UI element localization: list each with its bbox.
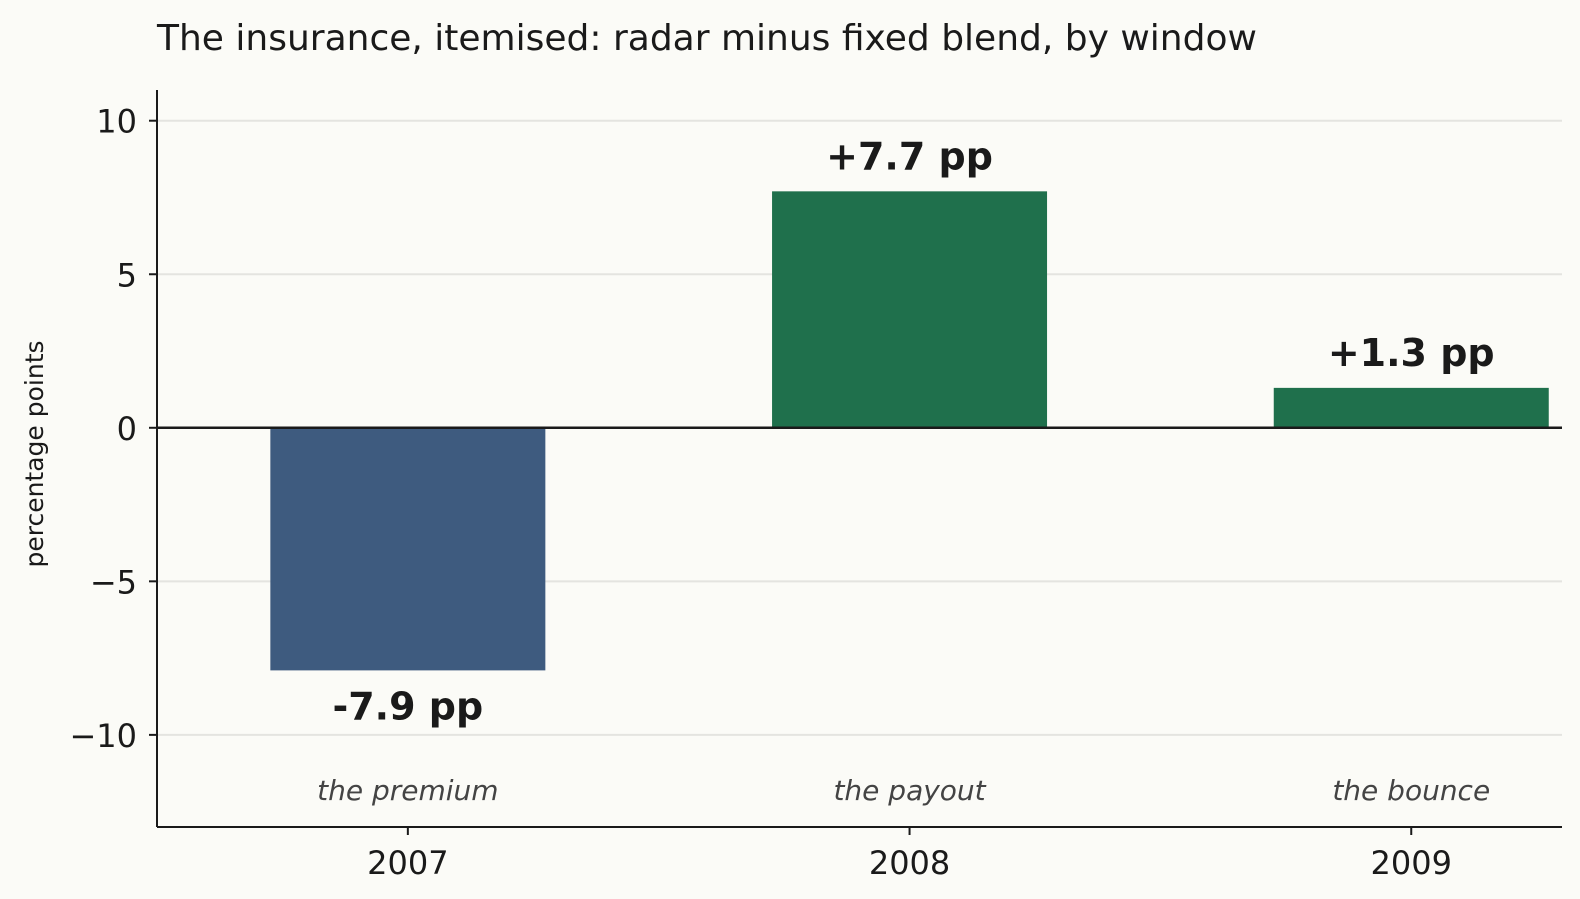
y-tick-label: −10: [69, 717, 137, 755]
y-axis-label: percentage points: [20, 340, 49, 567]
y-tick-label: 10: [96, 103, 137, 141]
bar-2009: [1273, 387, 1549, 428]
x-tick-label: 2007: [367, 844, 448, 882]
bar-2008: [772, 191, 1048, 428]
annotation: the premium: [317, 774, 498, 807]
bars: [270, 191, 1549, 671]
y-tick-label: −5: [90, 563, 137, 601]
y-tick-label: 5: [117, 256, 137, 294]
labels: 10 5 0 −5 −10 2007 -7.9 pp the premium 2008 +7.7 …: [69, 103, 1494, 882]
annotation: the bounce: [1332, 774, 1490, 807]
x-tick-label: 2009: [1371, 844, 1452, 882]
axes: [149, 90, 1562, 835]
value-label: +7.7 pp: [826, 134, 993, 178]
bar-2007: [270, 427, 546, 671]
x-tick-label: 2008: [869, 844, 950, 882]
annotation: the payout: [833, 774, 986, 807]
value-label: +1.3 pp: [1328, 331, 1495, 375]
chart-title: The insurance, itemised: radar minus fix…: [156, 18, 1257, 59]
value-label: -7.9 pp: [332, 684, 483, 728]
y-tick-label: 0: [117, 410, 137, 448]
